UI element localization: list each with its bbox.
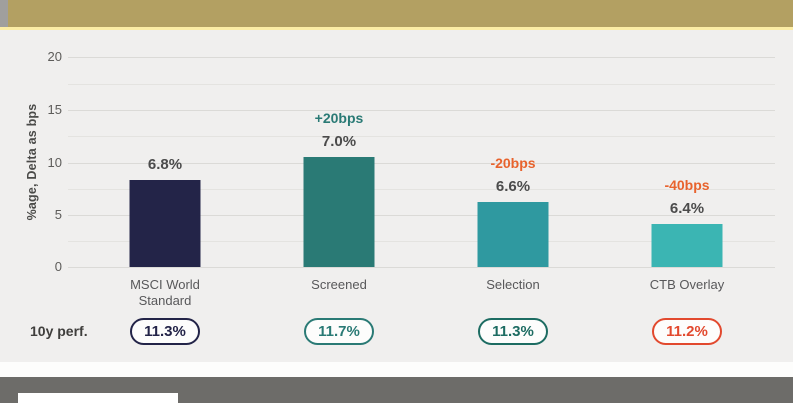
category-label: MSCI World Standard [130,277,200,308]
perf-pill: 11.2% [652,318,722,345]
perf-pill-value: 11.3% [492,323,534,340]
category-label: Screened [311,277,367,292]
perf-pill: 11.3% [478,318,548,345]
category-label: Selection [486,277,540,292]
gridline-15 [68,110,775,111]
gridline-12-5 [68,136,775,137]
category-label: CTB Overlay [649,277,725,292]
y-tick-10: 10 [47,155,62,170]
fade-strip [0,362,793,377]
bar-selection [477,202,549,267]
y-tick-20: 20 [47,49,62,64]
perf-pill: 11.7% [304,318,374,345]
gridline-5 [68,215,775,216]
gridline-0 [68,267,775,268]
gridline-2-5 [68,241,775,242]
header-accent-line [0,27,793,30]
delta-label: -40bps [664,177,710,193]
gridline-20 [68,57,775,58]
delta-label: +20bps [314,110,364,126]
perf-pill-value: 11.2% [666,323,708,340]
gridline-17-5 [68,84,775,85]
bar-value-label: 6.8% [147,156,183,173]
bar-value-label: 6.6% [495,178,531,195]
delta-label: -20bps [490,155,536,171]
footer-white-fragment [18,393,178,403]
gridline-10 [68,163,775,164]
perf-pill-value: 11.7% [318,323,360,340]
bar-ctb-overlay [651,224,723,267]
bar-group-screened: +20bps 7.0% Screened 11.7% [254,0,424,403]
bar-group-ctb-overlay: -40bps 6.4% CTB Overlay 11.2% [602,0,772,403]
bar-value-label: 6.4% [669,200,705,217]
gridline-7-5 [68,189,775,190]
perf-pill: 11.3% [130,318,200,345]
header-corner-fragment [0,0,8,27]
y-tick-15: 15 [47,102,62,117]
bar-group-msci-world-standard: 6.8% MSCI World Standard 11.3% [80,0,250,403]
perf-pill-value: 11.3% [144,323,186,340]
perf-row-label: 10y perf. [30,323,88,339]
bar-value-label: 7.0% [321,133,357,150]
header-gold-bar [8,0,793,27]
y-tick-0: 0 [54,259,62,274]
bar-group-selection: -20bps 6.6% Selection 11.3% [428,0,598,403]
bar-screened [303,157,375,267]
y-tick-5: 5 [54,207,62,222]
bar-msci-world-standard [129,180,201,267]
